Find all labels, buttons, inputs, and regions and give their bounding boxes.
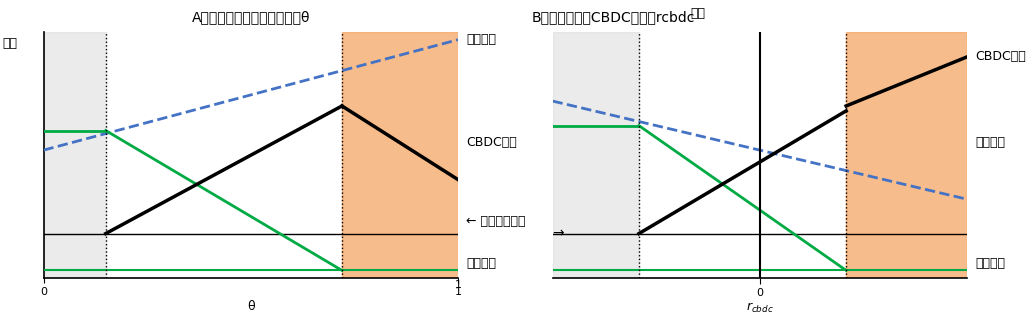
Text: 存款份额: 存款份额 [466, 33, 496, 46]
Text: 存款份额: 存款份额 [975, 136, 1005, 149]
Text: 份额: 份额 [690, 7, 705, 20]
Text: CBDC份额: CBDC份额 [466, 136, 517, 149]
X-axis label: $r_{cbdc}$: $r_{cbdc}$ [746, 301, 774, 315]
Text: 现金份额: 现金份额 [466, 257, 496, 270]
Text: 份额: 份额 [3, 37, 18, 50]
X-axis label: θ: θ [247, 300, 255, 313]
Text: CBDC份额: CBDC份额 [975, 50, 1026, 63]
Text: 1: 1 [454, 279, 461, 289]
Bar [552, 32, 639, 278]
Bar [342, 32, 458, 278]
Title: A：现金份额和类现金程度，θ: A：现金份额和类现金程度，θ [192, 10, 310, 24]
Text: B：现金份额和CBDC利率，rcbdc: B：现金份额和CBDC利率，rcbdc [531, 10, 696, 24]
Text: ← 网络效应阈值: ← 网络效应阈值 [466, 215, 525, 228]
Text: →: → [552, 227, 565, 241]
Bar [846, 32, 967, 278]
Text: 现金份额: 现金份额 [975, 257, 1005, 270]
Bar [43, 32, 105, 278]
